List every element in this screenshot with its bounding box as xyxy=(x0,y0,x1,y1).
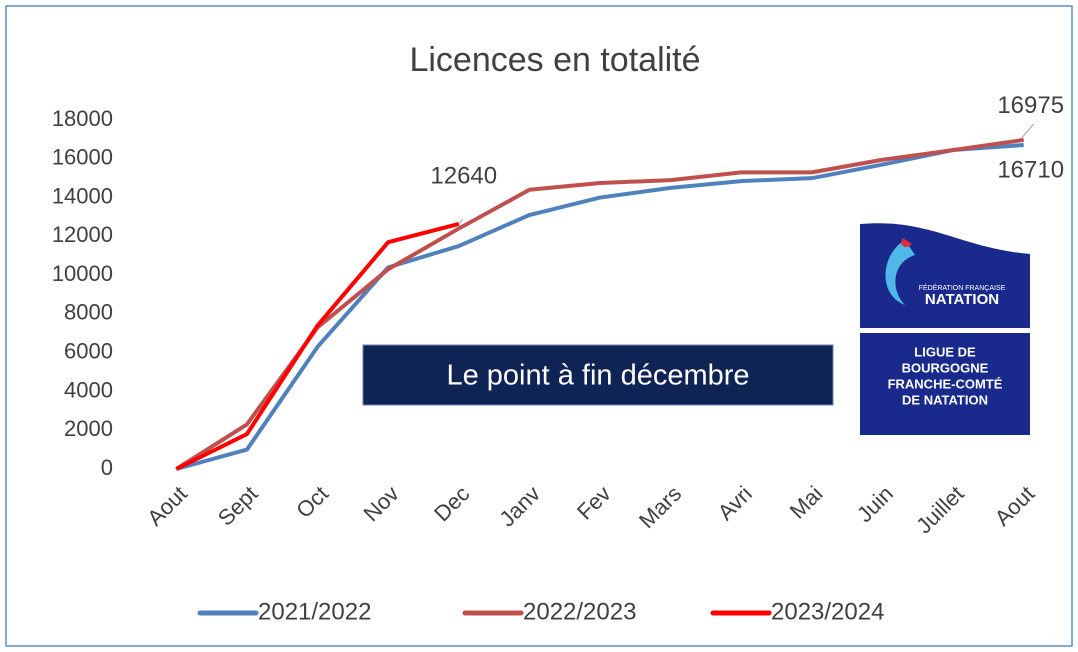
y-tick-label: 16000 xyxy=(52,145,113,170)
logo-text: BOURGOGNE xyxy=(902,360,989,375)
leader-line xyxy=(458,218,464,225)
y-tick-label: 2000 xyxy=(64,416,113,441)
y-tick-label: 6000 xyxy=(64,338,113,363)
y-tick-label: 8000 xyxy=(64,300,113,325)
y-tick-label: 10000 xyxy=(52,261,113,286)
logo-wave xyxy=(885,240,915,305)
logo-flame xyxy=(901,238,912,247)
series-line xyxy=(175,143,1024,471)
y-tick-label: 12000 xyxy=(52,222,113,247)
data-label: 12640 xyxy=(430,162,497,189)
chart-title: Licences en totalité xyxy=(409,41,700,79)
series-line xyxy=(175,221,460,471)
data-label: 16710 xyxy=(997,156,1064,183)
legend-label: 2023/2024 xyxy=(771,598,884,625)
y-tick-label: 0 xyxy=(101,455,113,480)
leader-line xyxy=(1021,123,1035,139)
logo-bottom xyxy=(860,333,1030,435)
annotation-box: Le point à fin décembre xyxy=(362,344,834,406)
annotation-text: Le point à fin décembre xyxy=(446,360,749,392)
logo-text: FÉDÉRATION FRANÇAISE xyxy=(919,283,1006,292)
legend-label: 2021/2022 xyxy=(258,598,371,625)
y-tick-label: 14000 xyxy=(52,183,113,208)
y-tick-label: 18000 xyxy=(52,106,113,131)
logo-text: LIGUE DE xyxy=(914,344,976,359)
logo-text: FRANCHE-COMTÉ xyxy=(888,376,1003,391)
logo: FÉDÉRATION FRANÇAISE NATATION LIGUE DE B… xyxy=(860,223,1030,435)
y-tick-label: 4000 xyxy=(64,377,113,402)
annotation-bg xyxy=(362,344,834,406)
logo-text: NATATION xyxy=(925,291,999,308)
data-label: 16975 xyxy=(997,92,1064,119)
legend-label: 2022/2023 xyxy=(523,598,636,625)
logo-text: DE NATATION xyxy=(902,392,988,407)
